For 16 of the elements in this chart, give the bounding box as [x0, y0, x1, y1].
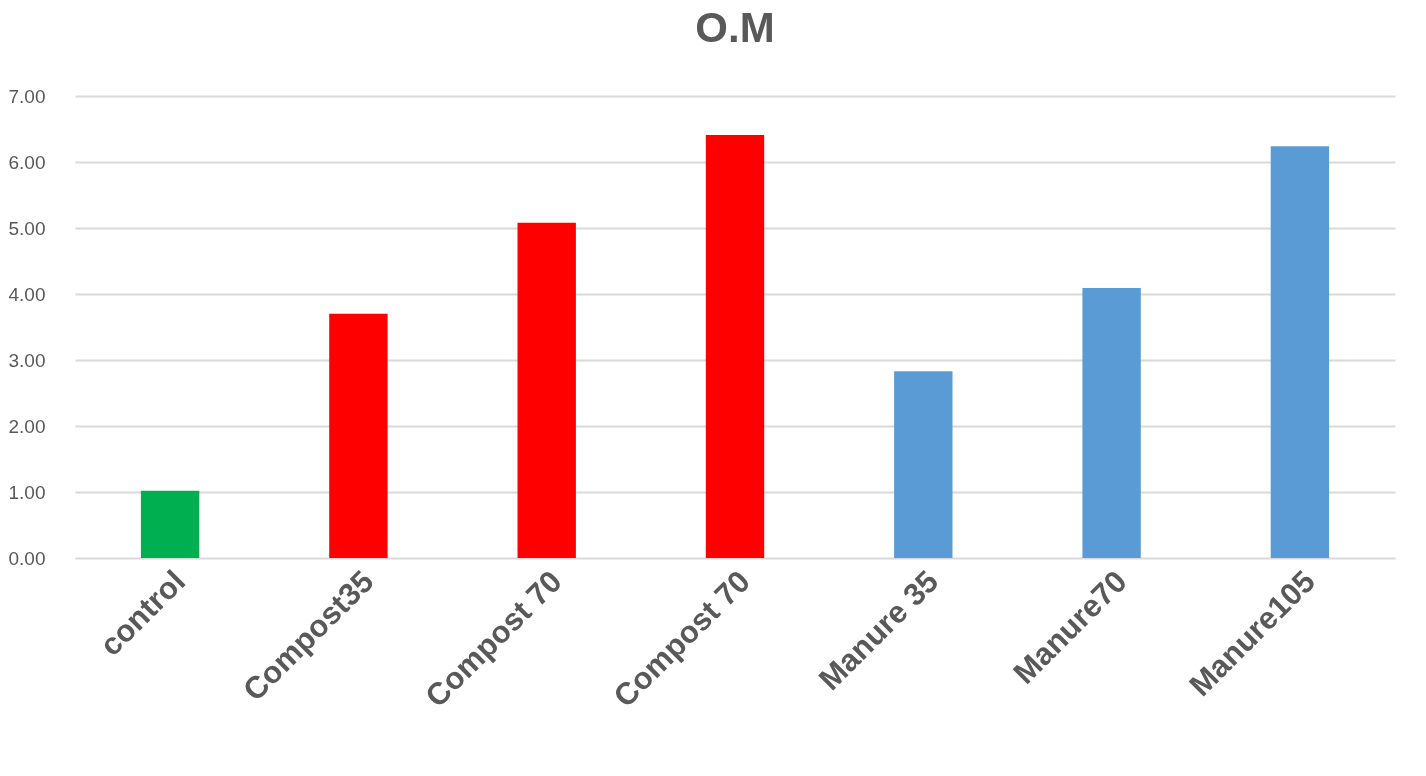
y-tick-label: 4.00: [8, 283, 46, 305]
bar: [1082, 288, 1141, 558]
y-tick-label: 5.00: [8, 217, 46, 239]
bar: [140, 490, 200, 558]
y-tick-label: 2.00: [8, 415, 46, 437]
bar: [1270, 146, 1330, 558]
bar: [894, 371, 953, 558]
y-tick-label: 0.00: [8, 547, 46, 569]
y-tick-label: 3.00: [8, 349, 46, 371]
bar: [329, 313, 388, 558]
y-tick-label: 1.00: [8, 481, 46, 503]
y-tick-label: 7.00: [8, 85, 46, 107]
y-tick-label: 6.00: [8, 151, 46, 173]
bar: [517, 222, 576, 558]
chart-title: O.M: [695, 4, 775, 51]
bar: [705, 134, 765, 558]
